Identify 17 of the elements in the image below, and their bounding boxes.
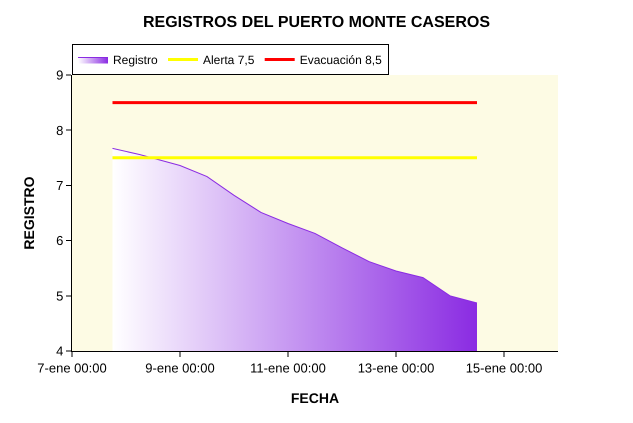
y-axis-title: REGISTRO <box>21 176 37 250</box>
legend-label: Alerta 7,5 <box>203 53 255 68</box>
x-tick-label: 7-ene 00:00 <box>37 360 107 376</box>
y-tick-label: 6 <box>56 233 64 248</box>
x-tick-label: 9-ene 00:00 <box>145 360 215 376</box>
legend-label: Registro <box>113 53 158 68</box>
y-tick-label: 4 <box>56 344 64 359</box>
y-tick-label: 8 <box>56 122 64 138</box>
x-tick-label: 13-ene 00:00 <box>358 360 434 376</box>
legend-label: Evacuación 8,5 <box>300 53 382 68</box>
x-tick-label: 11-ene 00:00 <box>250 360 326 376</box>
y-tick-label: 5 <box>56 288 64 304</box>
x-axis-title: FECHA <box>290 390 340 406</box>
x-tick-label: 15-ene 00:00 <box>466 360 542 376</box>
y-tick-label: 7 <box>56 178 64 193</box>
y-tick-label: 9 <box>56 68 64 83</box>
chart-title: REGISTROS DEL PUERTO MONTE CASEROS <box>142 14 490 31</box>
